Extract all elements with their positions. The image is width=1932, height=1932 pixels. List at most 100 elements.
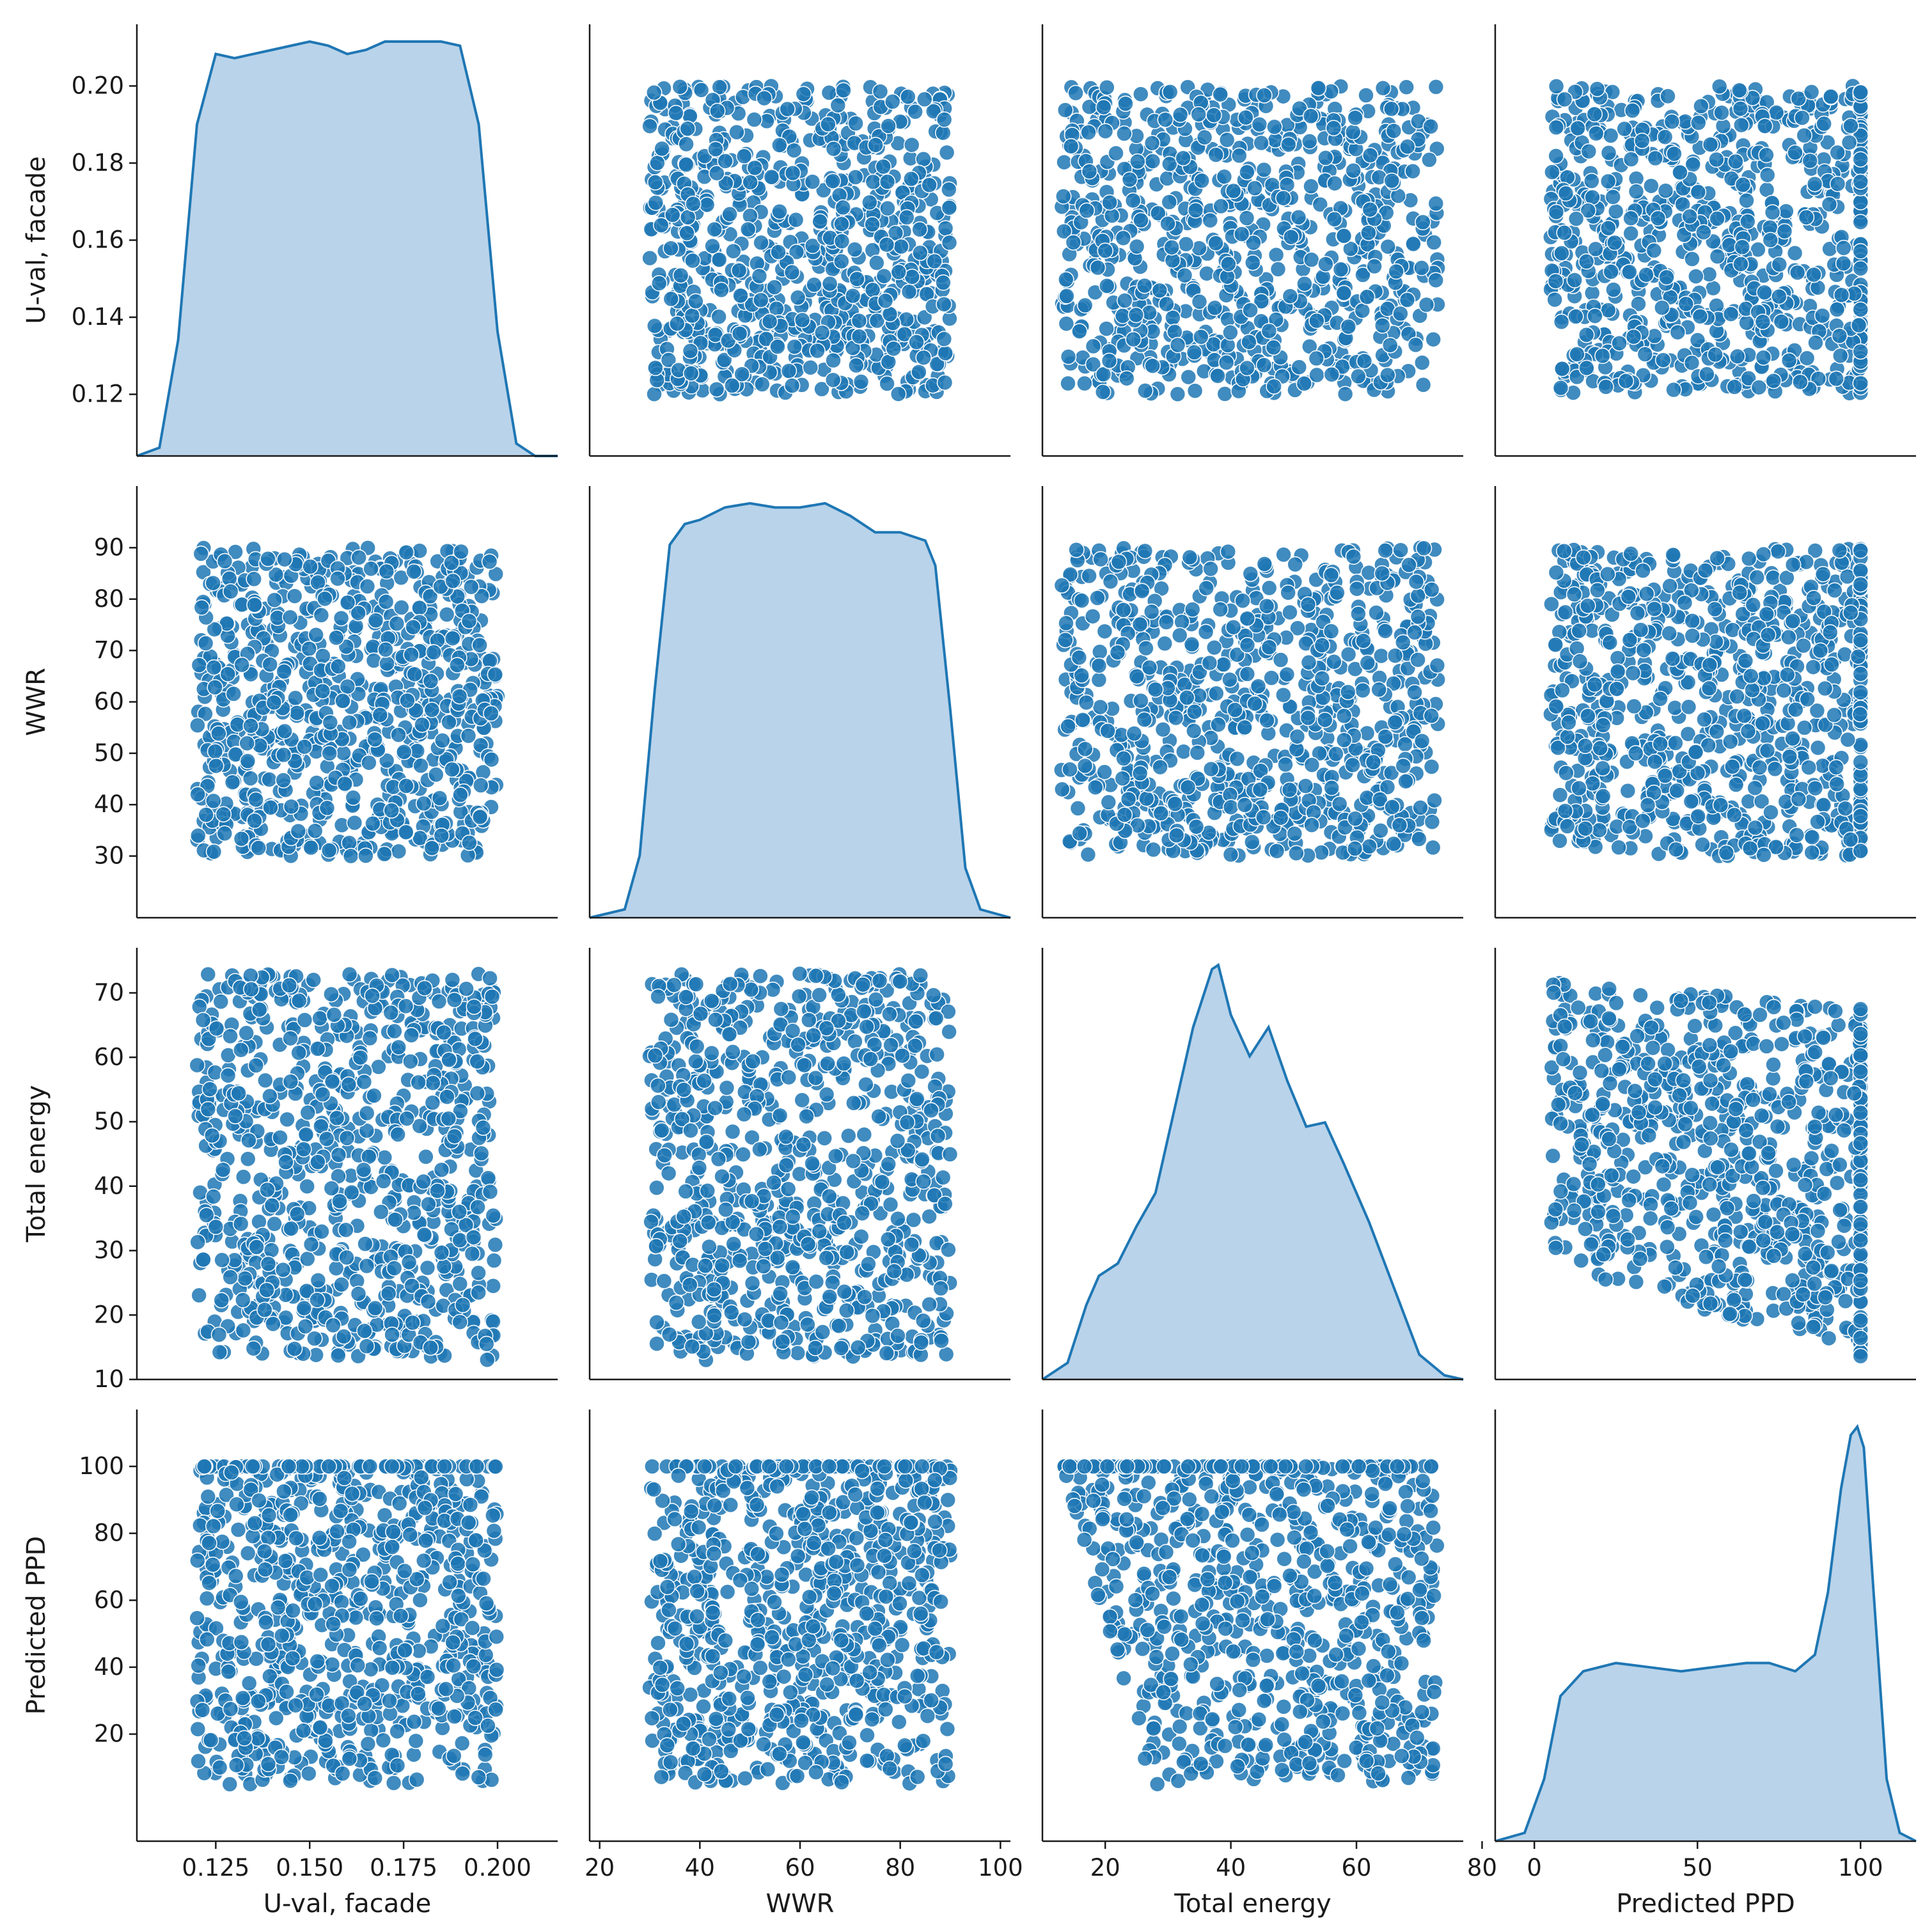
scatter-point bbox=[908, 334, 925, 350]
scatter-point bbox=[1410, 651, 1426, 668]
scatter-point bbox=[322, 714, 339, 731]
scatter-point bbox=[357, 847, 374, 864]
scatter-point bbox=[1136, 382, 1154, 399]
scatter-point bbox=[1108, 145, 1124, 162]
y-tick-label: 30 bbox=[94, 842, 124, 870]
scatter-point bbox=[1759, 166, 1776, 184]
scatter-point bbox=[1603, 263, 1619, 280]
scatter-point bbox=[1709, 248, 1726, 265]
scatter-point bbox=[460, 613, 478, 629]
scatter-point bbox=[783, 377, 801, 394]
scatter-point bbox=[1372, 822, 1389, 839]
scatter-point bbox=[1411, 831, 1427, 847]
scatter-point bbox=[1789, 264, 1806, 281]
scatter-point bbox=[346, 814, 363, 831]
scatter-point bbox=[1705, 279, 1722, 297]
scatter-point bbox=[405, 563, 422, 580]
scatter-point bbox=[1302, 107, 1319, 125]
scatter-point bbox=[1587, 308, 1603, 324]
scatter-point bbox=[1851, 706, 1869, 723]
scatter-point bbox=[647, 194, 664, 211]
scatter-point bbox=[1669, 324, 1686, 341]
scatter-point bbox=[367, 612, 384, 629]
scatter-point bbox=[1755, 846, 1772, 863]
scatter-point bbox=[1629, 605, 1646, 622]
scatter-point bbox=[1256, 87, 1273, 104]
scatter-point bbox=[1067, 84, 1084, 102]
scatter-point bbox=[1771, 288, 1787, 305]
scatter-point bbox=[1809, 739, 1826, 757]
scatter-point bbox=[1806, 175, 1823, 192]
scatter-point bbox=[1239, 637, 1256, 654]
scatter-point bbox=[1784, 556, 1802, 573]
scatter-point bbox=[1740, 213, 1756, 230]
scatter-point bbox=[1168, 827, 1185, 844]
scatter-point bbox=[193, 599, 210, 616]
scatter-point bbox=[1395, 757, 1411, 774]
scatter-point bbox=[1120, 790, 1137, 808]
scatter-point bbox=[1054, 781, 1071, 798]
scatter-point bbox=[649, 155, 666, 171]
scatter-point bbox=[1136, 277, 1153, 294]
scatter-point bbox=[1852, 260, 1869, 277]
scatter-point bbox=[1805, 659, 1822, 675]
scatter-point bbox=[645, 84, 663, 101]
scatter-point bbox=[1358, 288, 1376, 306]
scatter-point bbox=[225, 686, 242, 702]
scatter-point bbox=[1587, 240, 1604, 258]
scatter-point bbox=[1580, 707, 1596, 725]
scatter-point bbox=[725, 242, 742, 260]
scatter-point bbox=[1388, 263, 1404, 280]
scatter-point bbox=[1567, 210, 1585, 227]
scatter-point bbox=[1733, 116, 1750, 134]
scatter-point bbox=[1575, 549, 1592, 566]
scatter-point bbox=[336, 775, 354, 792]
scatter-points bbox=[641, 77, 958, 403]
scatter-point bbox=[1212, 601, 1229, 618]
scatter-point bbox=[1071, 323, 1088, 340]
scatter-point bbox=[852, 373, 870, 390]
scatter-point bbox=[1601, 634, 1619, 651]
scatter-point bbox=[1090, 671, 1108, 688]
scatter-point bbox=[937, 345, 954, 361]
scatter-point bbox=[1852, 173, 1869, 190]
scatter-point bbox=[1701, 657, 1718, 673]
scatter-point bbox=[1621, 263, 1638, 281]
scatter-point bbox=[1828, 776, 1845, 792]
scatter-point bbox=[1546, 291, 1563, 308]
scatter-point bbox=[1544, 164, 1560, 180]
scatter-point bbox=[668, 105, 684, 122]
scatter-point bbox=[1197, 624, 1214, 640]
y-tick-label: 90 bbox=[94, 533, 124, 561]
scatter-point bbox=[1116, 806, 1133, 823]
scatter-point bbox=[1332, 261, 1349, 278]
scatter-point bbox=[1225, 182, 1242, 200]
scatter-point bbox=[1754, 715, 1771, 732]
scatter-point bbox=[770, 244, 787, 260]
scatter-point bbox=[471, 808, 489, 826]
scatter-point bbox=[189, 717, 206, 734]
scatter-point bbox=[1303, 178, 1319, 195]
scatter-point bbox=[1776, 223, 1793, 240]
scatter-point bbox=[1356, 352, 1373, 370]
scatter-point bbox=[915, 151, 932, 168]
scatter-point bbox=[1133, 86, 1149, 102]
scatter-point bbox=[1835, 255, 1852, 272]
scatter-point bbox=[1094, 384, 1111, 400]
scatter-point bbox=[1839, 731, 1857, 748]
scatter-point bbox=[1350, 368, 1367, 385]
scatter-point bbox=[875, 158, 891, 175]
scatter-point bbox=[483, 751, 500, 768]
scatter-point bbox=[1263, 670, 1280, 686]
scatter-point bbox=[1619, 782, 1637, 799]
scatter-point bbox=[1187, 202, 1204, 219]
scatter-point bbox=[1803, 829, 1821, 845]
scatter-point bbox=[1383, 100, 1400, 118]
scatter-point bbox=[1622, 210, 1639, 227]
scatter-point bbox=[1239, 359, 1255, 377]
scatter-point bbox=[1296, 275, 1313, 292]
scatter-point bbox=[1167, 709, 1184, 726]
scatter-point bbox=[1729, 688, 1745, 705]
scatter-point bbox=[835, 199, 851, 216]
